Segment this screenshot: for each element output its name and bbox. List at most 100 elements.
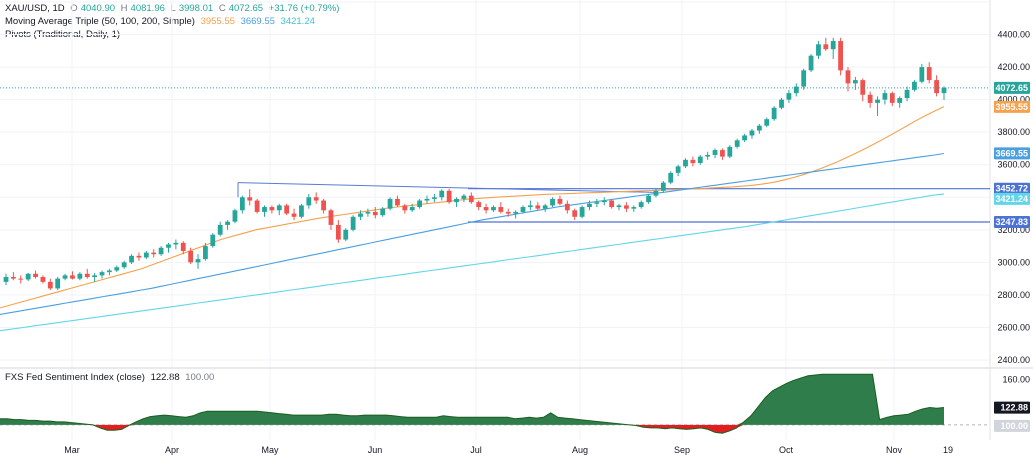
candle-body [254, 200, 260, 212]
open-value: 4040.90 [80, 3, 116, 14]
candle-body [424, 198, 430, 201]
candle-body [926, 67, 932, 81]
candle-body [491, 207, 496, 211]
candle-body [875, 99, 880, 103]
candle-body [653, 190, 659, 196]
ma-title: Moving Average Triple (50, 100, 200, Sim… [5, 16, 195, 27]
candle-body [727, 146, 733, 157]
change-value: +31.76 (+0.79%) [268, 3, 340, 14]
open-label: O [70, 3, 78, 14]
candle-body [934, 80, 940, 94]
time-tick-label: Jun [368, 445, 383, 455]
candle-body [779, 99, 784, 108]
candle-body [889, 93, 895, 103]
candle-body [365, 211, 371, 214]
candle-body [816, 44, 821, 56]
candle-body [439, 190, 445, 198]
candle-body [454, 198, 459, 203]
candle-body [431, 197, 437, 199]
candle-body [697, 156, 703, 164]
candle-body [786, 93, 792, 100]
candle-body [705, 154, 711, 157]
high-label: H [120, 3, 128, 14]
candle-body [151, 252, 157, 255]
candle-body [646, 195, 651, 203]
candle-body [210, 234, 216, 247]
pivot-lines [468, 188, 990, 223]
candle-body [321, 200, 326, 211]
candle-body [476, 202, 482, 208]
indicator-tick-label: 160.00 [1002, 375, 1030, 385]
ma50-badge-bg [994, 100, 1030, 113]
time-tick-label: 19 [943, 445, 953, 455]
candle-body [114, 267, 120, 271]
candle-body [195, 259, 201, 263]
candle-body [912, 81, 917, 90]
close-value: 4072.65 [228, 3, 264, 14]
candle-body [107, 270, 112, 273]
candle-body [801, 70, 807, 87]
price-tick-label: 4400.00 [997, 30, 1030, 40]
candle-body [203, 246, 208, 260]
candle-body [284, 205, 290, 214]
candle-body [587, 203, 592, 208]
candle-body [40, 277, 46, 282]
candle-body [897, 98, 903, 103]
price-tick-label: 2600.00 [997, 322, 1030, 332]
price-tick-label: 4200.00 [997, 62, 1030, 72]
candle-body [10, 277, 16, 279]
candle-body [269, 207, 275, 211]
pivot-low-badge: 3247.83 [995, 217, 1028, 227]
candle-body [904, 89, 910, 99]
candle-body [579, 207, 585, 217]
indicator-baseline-value: 100.00 [185, 372, 215, 383]
time-tick-label: Aug [572, 445, 588, 455]
candle-body [550, 198, 555, 206]
sentiment-area-positive [0, 374, 944, 425]
candle-body [166, 244, 171, 248]
close-label: C [218, 3, 226, 14]
candle-body [535, 205, 541, 209]
time-tick-label: Mar [64, 445, 80, 455]
candle-body [609, 200, 615, 208]
candle-body [372, 211, 378, 216]
candle-body [594, 202, 600, 204]
candle-body [299, 205, 304, 217]
candle-body [483, 207, 489, 211]
ma200-value: 3421.24 [280, 16, 315, 27]
ma-legend-line: Moving Average Triple (50, 100, 200, Sim… [5, 16, 318, 28]
ma-line-1 [0, 152, 945, 315]
indicator-baseline-badge-bg [994, 419, 1030, 432]
candle-body [771, 107, 777, 120]
low-label: L [170, 3, 176, 14]
time-tick-label: Oct [779, 445, 794, 455]
time-axis[interactable]: Mar Apr May Jun Jul Aug Sep Oct Nov 19 [64, 445, 953, 455]
sentiment-area-negative [0, 424, 944, 434]
candle-body [409, 207, 415, 211]
candle-body [852, 80, 858, 84]
candle-body [77, 273, 83, 279]
candle-body [468, 195, 474, 203]
time-tick-label: Sep [674, 445, 690, 455]
indicator-baseline-badge: 100.00 [1000, 421, 1028, 431]
time-tick-label: Apr [165, 445, 179, 455]
candle-body [188, 250, 194, 263]
candles [0, 37, 990, 291]
pivot-high-badge-bg [994, 182, 1030, 195]
candle-body [121, 262, 127, 268]
candle-body [62, 275, 68, 279]
candle-body [838, 41, 843, 71]
ma50-value: 3955.55 [200, 16, 235, 27]
time-tick-label: May [261, 445, 279, 455]
candle-body [335, 224, 341, 240]
descending-trendline [237, 182, 656, 193]
candle-body [446, 190, 452, 203]
price-tick-label: 3000.00 [997, 257, 1030, 267]
candle-body [55, 278, 61, 289]
candle-body [387, 198, 393, 209]
ma-line-0 [0, 106, 945, 309]
candle-body [830, 41, 836, 50]
candle-body [358, 213, 363, 217]
trendline [237, 182, 656, 198]
